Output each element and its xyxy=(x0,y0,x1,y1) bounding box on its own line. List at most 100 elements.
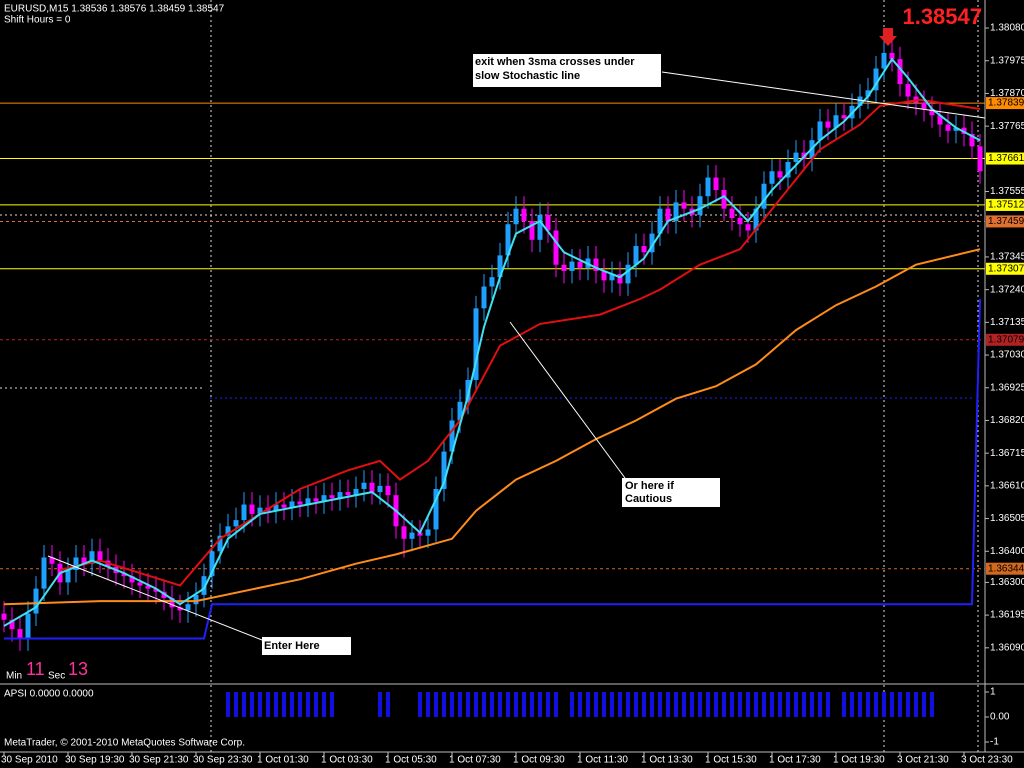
candle-body xyxy=(697,196,703,215)
apsi-bar xyxy=(546,692,550,717)
level-label: 1.37079 xyxy=(988,334,1024,345)
candle-body xyxy=(633,246,639,265)
apsi-bar xyxy=(234,692,238,717)
candle-body xyxy=(329,495,335,499)
apsi-bar xyxy=(330,692,334,717)
x-tick-label: 1 Oct 01:30 xyxy=(257,755,309,766)
candle-body xyxy=(417,532,423,536)
chart-title: EURUSD,M15 1.38536 1.38576 1.38459 1.385… xyxy=(4,4,225,15)
annotation-box xyxy=(473,54,661,87)
candle-body xyxy=(145,585,151,589)
annotation-lines xyxy=(47,71,986,641)
apsi-bar xyxy=(690,692,694,717)
apsi-tick-label: 1 xyxy=(990,687,996,698)
candle-body xyxy=(905,84,911,97)
candle-body xyxy=(649,233,655,253)
candle-body xyxy=(833,115,839,128)
timer-value: 11 xyxy=(26,659,45,679)
apsi-bar xyxy=(826,692,830,717)
x-tick-label: 1 Oct 09:30 xyxy=(513,755,565,766)
indicator-line xyxy=(4,298,981,640)
apsi-bar xyxy=(722,692,726,717)
annotation-line xyxy=(509,321,626,479)
candle-body xyxy=(537,214,543,240)
candle-body xyxy=(721,189,727,209)
indicator-label: APSI 0.0000 0.0000 xyxy=(4,689,94,700)
x-tick-label: 30 Sep 19:30 xyxy=(65,755,125,766)
candle-body xyxy=(841,115,847,119)
apsi-bar xyxy=(298,692,302,717)
candle-body xyxy=(209,551,215,577)
apsi-bar xyxy=(650,692,654,717)
apsi-bar xyxy=(642,692,646,717)
candle-body xyxy=(921,102,927,110)
candle-body xyxy=(281,504,287,508)
level-label-box xyxy=(986,333,1024,346)
candle-body xyxy=(617,274,623,284)
y-tick-label: 1.37240 xyxy=(990,284,1024,295)
candle-body xyxy=(881,52,887,69)
candle-body xyxy=(169,597,175,608)
current-price: 1.38547 xyxy=(902,4,982,29)
candle-body xyxy=(777,171,783,178)
candle-body xyxy=(521,208,527,222)
chart-subtitle: Shift Hours = 0 xyxy=(4,15,71,26)
apsi-bar xyxy=(682,692,686,717)
apsi-bar xyxy=(618,692,622,717)
apsi-bar xyxy=(530,692,534,717)
candle-body xyxy=(713,177,719,190)
candle-body xyxy=(337,492,343,499)
x-tick-label: 3 Oct 21:30 xyxy=(897,755,949,766)
apsi-bar xyxy=(554,692,558,717)
x-tick-label: 3 Oct 23:30 xyxy=(961,755,1013,766)
annotation-line xyxy=(47,555,263,641)
apsi-bar xyxy=(794,692,798,717)
candle-body xyxy=(681,202,687,209)
apsi-bar xyxy=(810,692,814,717)
candle-body xyxy=(353,488,359,496)
annotation-line xyxy=(661,71,986,119)
apsi-bar xyxy=(850,692,854,717)
candle-body xyxy=(193,594,199,605)
apsi-bar xyxy=(258,692,262,717)
apsi-bar xyxy=(578,692,582,717)
apsi-bar xyxy=(874,692,878,717)
apsi-bar xyxy=(698,692,702,717)
candle-body xyxy=(545,214,551,231)
candle-body xyxy=(65,569,71,583)
apsi-bar xyxy=(322,692,326,717)
level-label-box xyxy=(986,152,1024,165)
y-tick-label: 1.37555 xyxy=(990,186,1024,197)
apsi-bar xyxy=(442,692,446,717)
candle-body xyxy=(385,485,391,496)
x-tick-label: 1 Oct 15:30 xyxy=(705,755,757,766)
candle-body xyxy=(665,208,671,222)
candle-body xyxy=(321,495,327,502)
apsi-bar xyxy=(866,692,870,717)
y-tick-label: 1.36300 xyxy=(990,577,1024,588)
candle-body xyxy=(889,52,895,60)
annotation-box xyxy=(622,478,720,507)
apsi-bar xyxy=(522,692,526,717)
apsi-bar xyxy=(594,692,598,717)
candle-body xyxy=(137,582,143,586)
candle-body xyxy=(873,68,879,91)
level-label-box xyxy=(986,97,1024,110)
candle-body xyxy=(969,133,975,147)
candle-body xyxy=(497,255,503,278)
candle-body xyxy=(729,208,735,219)
candle-body xyxy=(89,551,95,564)
candle-body xyxy=(753,208,759,231)
candle-body xyxy=(17,629,23,639)
y-tick-label: 1.36400 xyxy=(990,546,1024,557)
apsi-bar xyxy=(746,692,750,717)
apsi-bar xyxy=(450,692,454,717)
apsi-bar xyxy=(666,692,670,717)
x-tick-label: 30 Sep 2010 xyxy=(1,755,58,766)
candle-body xyxy=(289,501,295,508)
sell-arrow xyxy=(879,28,897,46)
apsi-bar xyxy=(882,692,886,717)
y-tick-label: 1.36820 xyxy=(990,415,1024,426)
apsi-bar xyxy=(466,692,470,717)
